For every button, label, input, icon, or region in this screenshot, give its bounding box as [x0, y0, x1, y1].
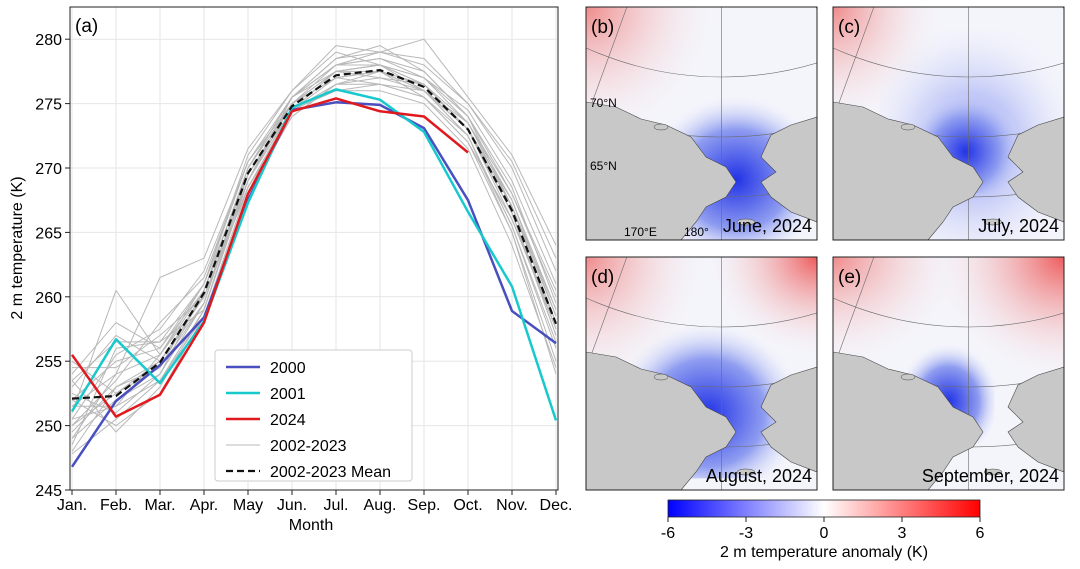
x-tick-label: May — [233, 497, 263, 514]
chart-series — [70, 38, 558, 468]
colorbar-tick-label: 6 — [976, 525, 985, 542]
land-siberia — [586, 101, 737, 240]
map-month-label: August, 2024 — [706, 466, 812, 486]
anomaly-maps: (b) June, 2024 (c) July, 2024 (d) August, 202… — [585, 6, 1065, 491]
y-tick-label: 250 — [35, 419, 62, 436]
x-tick-label: Sep. — [408, 497, 441, 514]
map-coordinate-label: 180° — [684, 225, 709, 239]
land-island — [900, 373, 916, 381]
map-panel — [586, 257, 817, 490]
map-panel-label: (d) — [591, 267, 614, 288]
land-siberia — [833, 351, 984, 490]
map-coordinate-label: 70°N — [590, 96, 617, 110]
series-line-2002-2023 — [71, 64, 557, 381]
legend-label: 2002-2023 Mean — [270, 464, 391, 481]
colorbar: -6 -3 0 3 6 2 m temperature anomaly (K) — [661, 499, 985, 561]
legend-box — [214, 349, 413, 482]
y-tick-label: 270 — [35, 161, 62, 178]
land-alaska — [1007, 116, 1064, 223]
x-tick-label: Jul. — [324, 497, 349, 514]
longitude-line — [586, 7, 628, 121]
x-tick-label: Jan. — [57, 497, 87, 514]
longitude-line — [833, 7, 875, 121]
colorbar-tick-label: -3 — [739, 525, 753, 542]
series-line-2002-2023 — [71, 51, 557, 439]
land-alaska — [760, 116, 817, 223]
colorbar-tick-label: -6 — [661, 525, 675, 542]
map-panel-label: (b) — [591, 17, 614, 38]
land-island — [653, 373, 669, 381]
x-tick-label: Feb. — [100, 497, 132, 514]
x-tick-label: Aug. — [364, 497, 397, 514]
x-tick-label: Apr. — [190, 497, 218, 514]
y-tick-label: 265 — [35, 225, 62, 242]
series-line-2002-2023 — [71, 64, 557, 407]
land-island — [736, 218, 756, 226]
panel-label-a: (a) — [75, 16, 98, 37]
series-line-2002-2023 — [71, 45, 557, 375]
x-tick-label: Jun. — [277, 497, 307, 514]
map-panel — [833, 7, 1064, 240]
y-tick-label: 255 — [35, 354, 62, 371]
y-tick-label: 260 — [35, 290, 62, 307]
series-line-2002-2023 — [71, 77, 557, 388]
land-siberia — [586, 351, 737, 490]
series-line-2002-2023 — [72, 83, 557, 375]
y-tick-label: 280 — [35, 32, 62, 49]
land-island — [900, 123, 916, 131]
map-frame — [585, 256, 818, 491]
y-axis-ticks: 245 250 255 260 265 270 275 280 — [35, 32, 70, 500]
series-line-2024 — [70, 97, 469, 418]
legend: 2000 2001 2024 2002-2023 2002-2023 Mean — [214, 349, 413, 482]
x-axis-ticks: Jan. Feb. Mar. Apr. May Jun. Jul. Aug. Sep. Oct. N… — [57, 490, 573, 514]
series-line-2001 — [70, 88, 558, 421]
y-tick-label: 245 — [35, 483, 62, 500]
series-line-2002-2023 — [71, 51, 557, 439]
line-chart-panel: 245 250 255 260 265 270 275 280 Jan. Feb. Mar. Apr… — [9, 6, 573, 534]
legend-label: 2001 — [270, 386, 306, 403]
land-siberia — [833, 101, 984, 240]
legend-label: 2024 — [270, 412, 306, 429]
map-frame — [832, 6, 1065, 241]
map-month-label: June, 2024 — [723, 216, 812, 236]
colorbar-tick-label: 3 — [898, 525, 907, 542]
map-coordinate-label: 170°E — [624, 225, 657, 239]
map-panel — [833, 257, 1064, 490]
colorbar-gradient — [667, 499, 981, 518]
map-frame — [585, 6, 818, 241]
plot-frame — [69, 6, 559, 491]
colorbar-label: 2 m temperature anomaly (K) — [720, 544, 928, 561]
map-panel-label: (e) — [838, 267, 861, 288]
longitude-line — [833, 257, 875, 371]
land-island — [983, 218, 1003, 226]
map-panel-label: (c) — [838, 17, 860, 38]
land-island — [736, 468, 756, 476]
series-line-2002-2023-mean — [71, 69, 558, 400]
map-panel — [586, 7, 817, 240]
legend-label: 2000 — [270, 360, 306, 377]
x-tick-label: Nov. — [496, 497, 528, 514]
map-coordinate-label: 65°N — [590, 159, 617, 173]
x-axis-label: Month — [289, 517, 333, 534]
colorbar-tick-label: 0 — [820, 525, 829, 542]
series-line-2002-2023 — [71, 38, 557, 401]
land-alaska — [1007, 366, 1064, 473]
colorbar-ticks: -6 -3 0 3 6 — [661, 517, 985, 542]
longitude-line — [586, 257, 628, 371]
map-month-label: July, 2024 — [978, 216, 1059, 236]
x-tick-label: Dec. — [540, 497, 573, 514]
map-frame — [832, 256, 1065, 491]
land-island — [653, 123, 669, 131]
map-month-label: September, 2024 — [922, 466, 1059, 486]
x-tick-label: Oct. — [453, 497, 482, 514]
land-island — [983, 468, 1003, 476]
legend-label: 2002-2023 — [270, 438, 347, 455]
y-axis-label: 2 m temperature (K) — [9, 176, 26, 319]
y-tick-label: 275 — [35, 97, 62, 114]
x-tick-label: Mar. — [144, 497, 175, 514]
land-alaska — [760, 366, 817, 473]
